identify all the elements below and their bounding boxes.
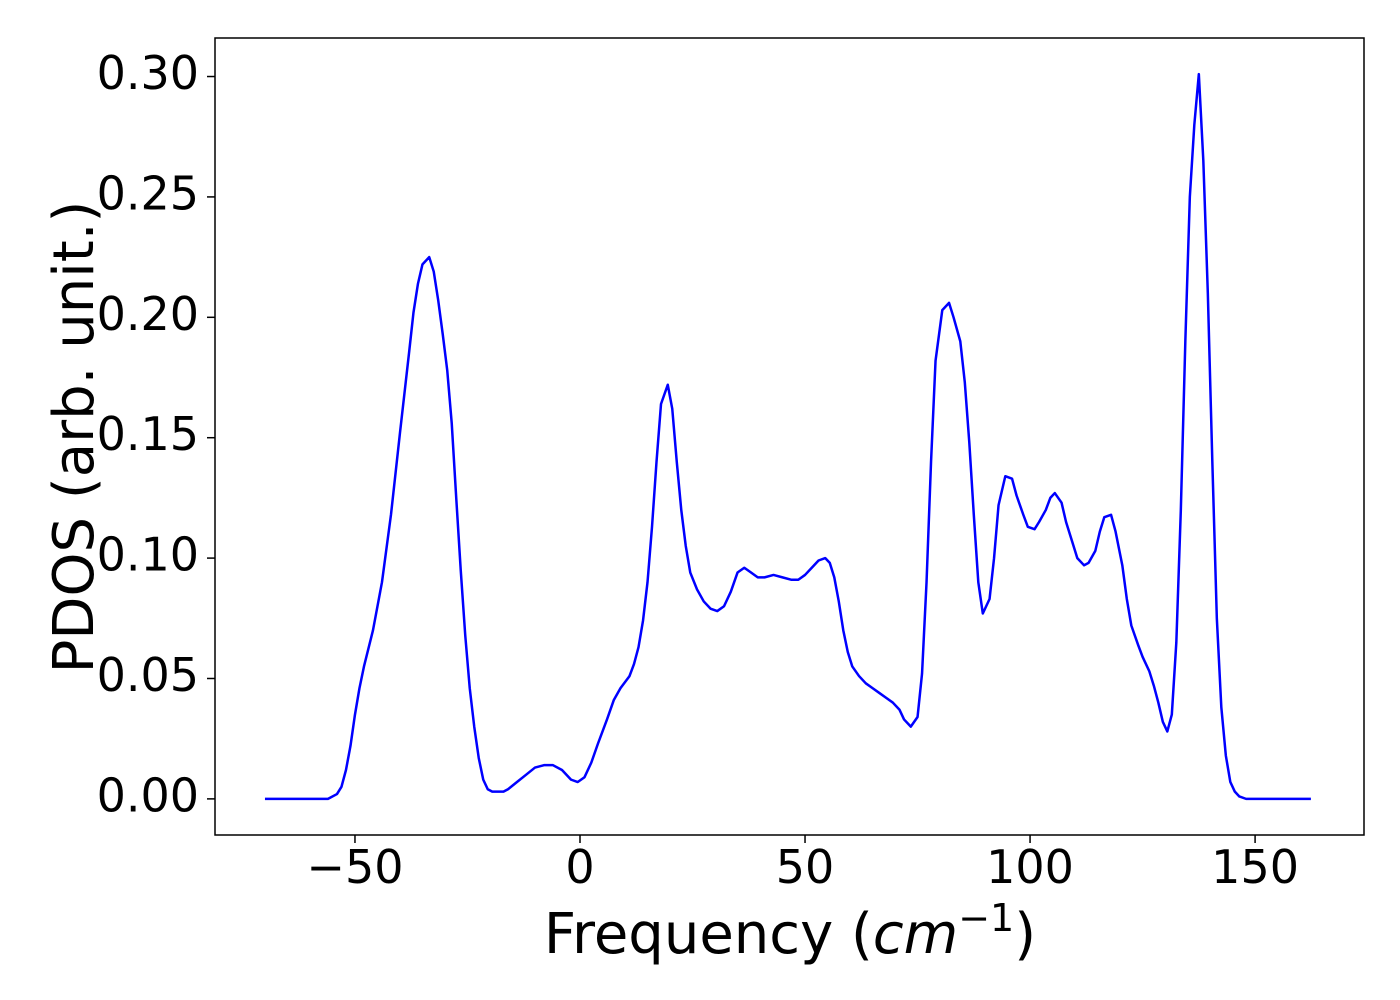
x-label-unit: cm xyxy=(873,902,958,967)
y-tick-label: 0.15 xyxy=(97,407,199,461)
x-tick-label: −50 xyxy=(306,840,403,894)
x-label-text: Frequency ( xyxy=(544,902,873,967)
x-axis-label: Frequency (cm−1) xyxy=(544,896,1036,967)
x-tick-label: 0 xyxy=(565,840,594,894)
y-axis-label: PDOS (arb. unit.) xyxy=(42,201,107,674)
y-tick-label: 0.05 xyxy=(97,648,199,702)
x-tick-label: 100 xyxy=(986,840,1074,894)
y-tick-label: 0.20 xyxy=(97,287,199,341)
plot-frame xyxy=(214,37,1365,836)
x-label-close: ) xyxy=(1014,902,1036,967)
y-tick-label: 0.00 xyxy=(97,768,199,822)
x-tick-label: 50 xyxy=(776,840,835,894)
y-tick-label: 0.25 xyxy=(97,166,199,220)
x-label-exponent: −1 xyxy=(958,896,1014,940)
y-tick-label: 0.10 xyxy=(97,528,199,582)
x-tick-label: 150 xyxy=(1211,840,1299,894)
y-tick-label: 0.30 xyxy=(97,46,199,100)
data-line xyxy=(264,72,1311,801)
